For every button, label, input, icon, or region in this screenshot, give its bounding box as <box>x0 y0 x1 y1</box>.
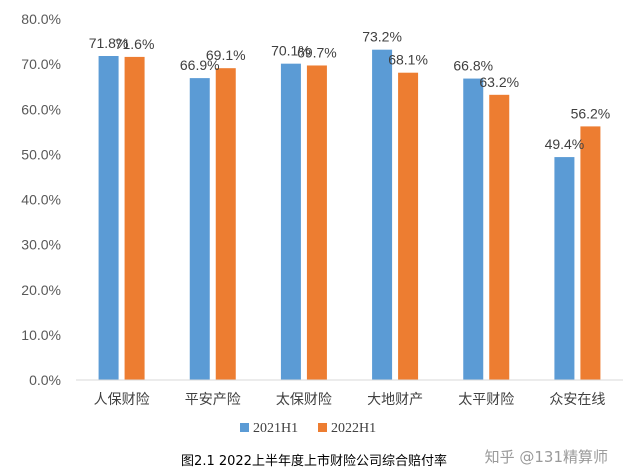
y-tick-label: 70.0% <box>21 56 61 72</box>
x-category-label: 众安在线 <box>549 392 605 408</box>
legend-swatch <box>240 423 249 432</box>
y-tick-label: 50.0% <box>21 146 61 162</box>
data-label: 70.1% <box>271 43 311 59</box>
x-category-label: 人保财险 <box>94 392 150 408</box>
data-label: 71.6% <box>115 36 155 52</box>
y-tick-label: 0.0% <box>29 372 61 388</box>
legend-label: 2021H1 <box>253 421 298 436</box>
bar-2022H1-5 <box>580 126 601 381</box>
y-tick-label: 30.0% <box>21 237 61 253</box>
bar-2022H1-4 <box>489 94 510 380</box>
bar-2021H1-2 <box>280 63 301 381</box>
bar-2022H1-1 <box>215 68 236 380</box>
y-tick-label: 20.0% <box>21 282 61 298</box>
y-tick-label: 10.0% <box>21 327 61 343</box>
y-axis: 0.0% 10.0% 20.0% 30.0% 40.0% 50.0% 60.0% 70.0% 8… <box>21 11 61 388</box>
x-category-label: 太保财险 <box>276 392 332 408</box>
y-tick-label: 40.0% <box>21 192 61 208</box>
data-label: 73.2% <box>362 29 402 45</box>
data-label: 66.8% <box>453 58 493 74</box>
data-label: 69.7% <box>297 44 337 60</box>
data-labels: 71.8%71.6% 66.9%69.1% 70.1%69.7% 73.2% 68.1%… <box>89 29 611 152</box>
bar-2022H1-3 <box>398 72 419 380</box>
y-tick-label: 60.0% <box>21 101 61 117</box>
x-category-label: 大地财产 <box>367 392 423 408</box>
data-label: 66.9% <box>180 57 220 73</box>
x-category-label: 太平财险 <box>458 392 514 408</box>
data-label: 68.1% <box>388 52 428 68</box>
watermark-text: 知乎 @131精算师 <box>485 448 608 466</box>
legend-label: 2022H1 <box>331 421 376 436</box>
bar-2021H1-1 <box>189 78 210 381</box>
bar-2021H1-4 <box>463 78 484 380</box>
data-label: 63.2% <box>479 74 519 90</box>
legend-swatch <box>318 423 327 432</box>
bar-2021H1-0 <box>98 56 119 380</box>
bar-2022H1-0 <box>124 56 145 380</box>
bars <box>98 49 601 381</box>
data-label: 56.2% <box>571 105 611 121</box>
figure-caption: 图2.1 2022上半年度上市财险公司综合赔付率 <box>181 453 447 469</box>
bar-2021H1-3 <box>372 49 393 381</box>
legend: 2021H1 2022H1 <box>240 421 376 436</box>
bar-2021H1-5 <box>554 157 575 380</box>
x-category-label: 平安产险 <box>185 392 241 408</box>
data-label: 49.4% <box>545 136 585 152</box>
data-label: 71.8% <box>89 35 129 51</box>
data-label: 69.1% <box>206 47 246 63</box>
y-tick-label: 80.0% <box>21 11 61 27</box>
bar-2022H1-2 <box>306 65 327 380</box>
x-axis-categories: 人保财险 平安产险 太保财险 大地财产 太平财险 众安在线 <box>94 392 606 408</box>
